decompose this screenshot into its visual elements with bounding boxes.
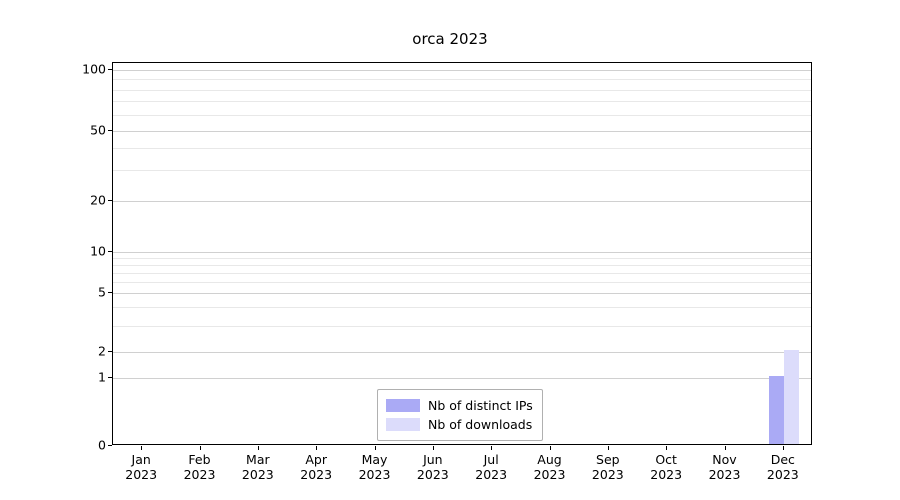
y-tick-mark <box>108 251 112 252</box>
x-tick-label-line: May <box>361 452 388 467</box>
x-tick-label-line: Jul <box>483 452 499 467</box>
legend-swatch-distinct-ips <box>386 399 420 412</box>
x-axis-labels: Jan 2023 Feb 2023 Mar 2023 Apr 2023 May 2023 Jun 20… <box>112 446 812 496</box>
y-tick-mark <box>108 69 112 70</box>
gridline-major <box>113 131 811 132</box>
x-tick-label: Jul 2023 <box>451 452 531 482</box>
gridline-minor <box>113 307 811 308</box>
x-tick-label-line: Nov <box>712 452 737 467</box>
gridline-minor <box>113 115 811 116</box>
x-tick-label-line: 2023 <box>300 467 333 482</box>
x-tick-label-line: Jun <box>423 452 443 467</box>
gridline-minor <box>113 273 811 274</box>
gridline-minor <box>113 265 811 266</box>
gridline-major <box>113 352 811 353</box>
y-tick-mark <box>108 351 112 352</box>
x-tick-label-line: 2023 <box>416 467 449 482</box>
x-tick-mark <box>258 446 259 450</box>
gridline-minor <box>113 90 811 91</box>
gridline-major <box>113 252 811 253</box>
y-axis-tickmarks <box>108 62 114 446</box>
y-tick-mark <box>108 292 112 293</box>
x-tick-label-line: Sep <box>596 452 620 467</box>
x-tick-label: Oct 2023 <box>626 452 706 482</box>
y-tick-label: 50 <box>90 122 106 138</box>
gridline-minor <box>113 282 811 283</box>
gridline-minor <box>113 79 811 80</box>
x-tick-mark <box>550 446 551 450</box>
y-tick-label: 1 <box>98 369 106 385</box>
x-tick-label-line: 2023 <box>125 467 158 482</box>
gridline-minor <box>113 170 811 171</box>
legend-item-0: Nb of distinct IPs <box>386 396 533 415</box>
chart-title: orca 2023 <box>412 30 488 48</box>
x-tick-mark <box>141 446 142 450</box>
x-tick-label-line: Dec <box>770 452 795 467</box>
x-tick-label: Sep 2023 <box>568 452 648 482</box>
legend-label-downloads: Nb of downloads <box>428 417 533 432</box>
gridline-minor <box>113 258 811 259</box>
x-tick-label: Mar 2023 <box>218 452 298 482</box>
y-tick-label: 100 <box>82 61 106 77</box>
x-tick-label: May 2023 <box>335 452 415 482</box>
x-tick-label: Jan 2023 <box>101 452 181 482</box>
gridline-major <box>113 293 811 294</box>
x-tick-label-line: 2023 <box>241 467 274 482</box>
legend-item-1: Nb of downloads <box>386 415 533 434</box>
x-tick-label-line: 2023 <box>591 467 624 482</box>
gridline-major <box>113 70 811 71</box>
x-tick-label: Aug 2023 <box>510 452 590 482</box>
x-tick-mark <box>666 446 667 450</box>
x-tick-mark <box>375 446 376 450</box>
x-tick-label-line: 2023 <box>475 467 508 482</box>
x-tick-label-line: Jan <box>131 452 151 467</box>
gridline-major <box>113 201 811 202</box>
x-tick-label-line: 2023 <box>183 467 216 482</box>
chart-legend: Nb of distinct IPs Nb of downloads <box>377 389 543 441</box>
y-tick-mark <box>108 377 112 378</box>
x-tick-label: Nov 2023 <box>685 452 765 482</box>
x-tick-label-line: 2023 <box>358 467 391 482</box>
gridline-minor <box>113 101 811 102</box>
plot-area <box>112 62 812 445</box>
y-tick-mark <box>108 445 112 446</box>
x-tick-mark <box>491 446 492 450</box>
gridline-minor <box>113 148 811 149</box>
x-tick-mark <box>433 446 434 450</box>
x-tick-label-line: 2023 <box>708 467 741 482</box>
y-tick-label: 0 <box>98 437 106 453</box>
x-tick-label-line: 2023 <box>766 467 799 482</box>
x-tick-mark <box>608 446 609 450</box>
x-tick-label-line: Oct <box>655 452 677 467</box>
y-tick-mark <box>108 130 112 131</box>
bar <box>768 376 784 444</box>
x-tick-label-line: 2023 <box>650 467 683 482</box>
gridline-minor <box>113 326 811 327</box>
x-tick-mark <box>200 446 201 450</box>
x-tick-label: Apr 2023 <box>276 452 356 482</box>
y-tick-mark <box>108 200 112 201</box>
x-tick-label-line: Mar <box>246 452 270 467</box>
y-tick-label: 2 <box>98 343 106 359</box>
y-tick-label: 20 <box>90 192 106 208</box>
legend-label-distinct-ips: Nb of distinct IPs <box>428 398 533 413</box>
y-axis-labels: 0 1 2 5 10 20 50 100 <box>0 61 112 453</box>
x-tick-mark <box>316 446 317 450</box>
x-tick-label-line: Aug <box>537 452 562 467</box>
x-tick-label-line: Feb <box>188 452 211 467</box>
y-tick-label: 10 <box>90 243 106 259</box>
legend-swatch-downloads <box>386 418 420 431</box>
bar <box>783 349 799 444</box>
x-tick-label: Jun 2023 <box>393 452 473 482</box>
y-tick-label: 5 <box>98 284 106 300</box>
x-tick-label: Dec 2023 <box>743 452 823 482</box>
x-tick-label: Feb 2023 <box>160 452 240 482</box>
x-tick-label-line: Apr <box>305 452 327 467</box>
x-tick-label-line: 2023 <box>533 467 566 482</box>
gridline-major <box>113 378 811 379</box>
x-tick-mark <box>783 446 784 450</box>
x-tick-mark <box>725 446 726 450</box>
